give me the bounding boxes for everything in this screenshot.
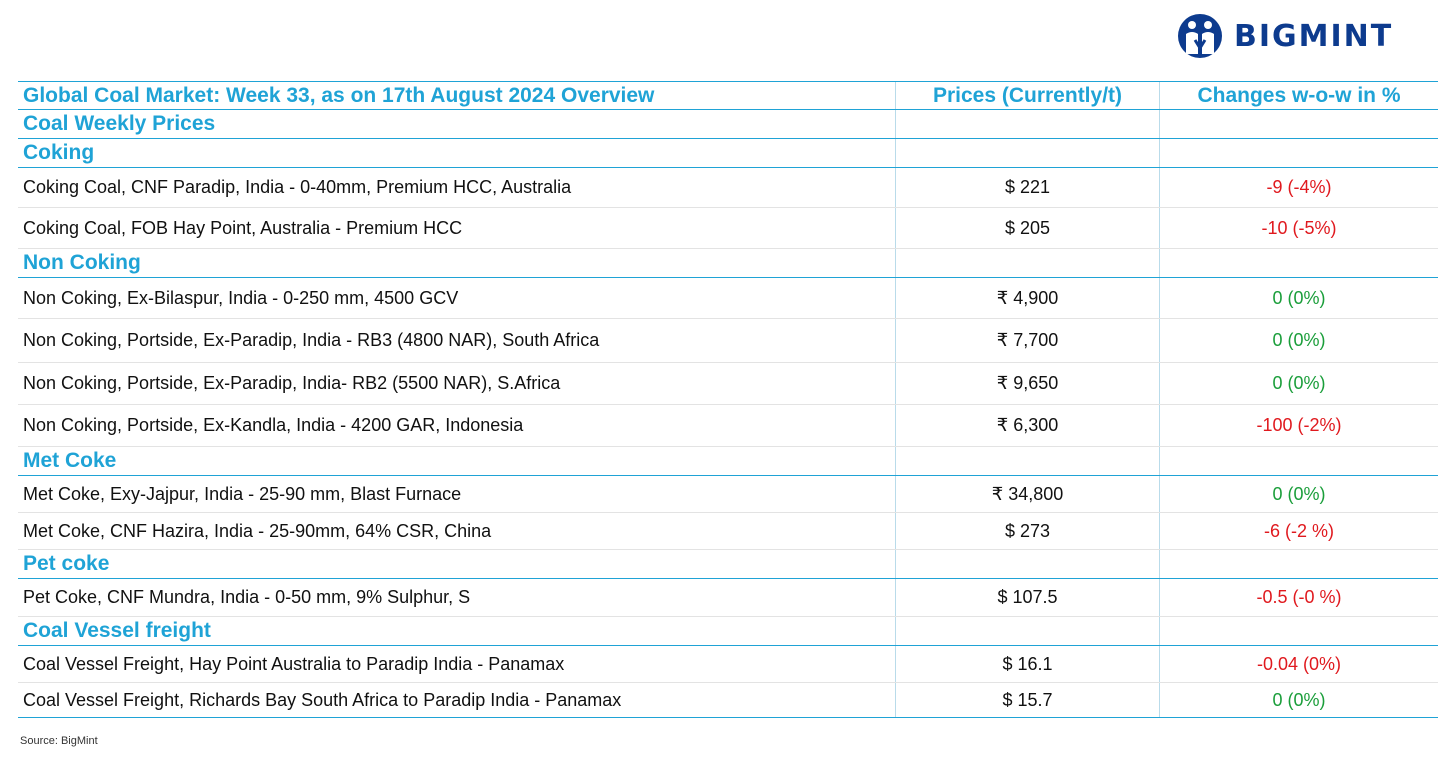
change-value: 0 (0%) xyxy=(1159,319,1438,362)
section-row: Met Coke xyxy=(18,447,1438,476)
section-change-cell xyxy=(1159,249,1438,277)
change-value: -10 (-5%) xyxy=(1159,208,1438,248)
price-value: ₹ 4,900 xyxy=(895,278,1159,318)
table-row: Coking Coal, FOB Hay Point, Australia - … xyxy=(18,208,1438,249)
section-price-cell xyxy=(895,139,1159,167)
price-value: ₹ 6,300 xyxy=(895,405,1159,446)
brand-logo: BIGMINT xyxy=(1176,10,1393,62)
commodity-name: Non Coking, Portside, Ex-Kandla, India -… xyxy=(23,415,524,435)
commodity-name: Non Coking, Portside, Ex-Paradip, India … xyxy=(23,330,600,350)
brand-name: BIGMINT xyxy=(1234,18,1394,54)
table-row: Met Coke, CNF Hazira, India - 25-90mm, 6… xyxy=(18,513,1438,550)
section-row: Coking xyxy=(18,139,1438,168)
price-value: ₹ 7,700 xyxy=(895,319,1159,362)
section-row: Pet coke xyxy=(18,550,1438,579)
table-row: Non Coking, Portside, Ex-Kandla, India -… xyxy=(18,405,1438,447)
section-price-cell xyxy=(895,110,1159,138)
section-row: Coal Weekly Prices xyxy=(18,110,1438,139)
price-value: $ 107.5 xyxy=(895,579,1159,616)
commodity-name: Met Coke, Exy-Jajpur, India - 25-90 mm, … xyxy=(23,483,462,504)
change-value: 0 (0%) xyxy=(1159,683,1438,717)
section-row: Non Coking xyxy=(18,249,1438,278)
section-row: Coal Vessel freight xyxy=(18,617,1438,646)
table-row: Pet Coke, CNF Mundra, India - 0-50 mm, 9… xyxy=(18,579,1438,617)
commodity-name: Met Coke, CNF Hazira, India - 25-90mm, 6… xyxy=(23,520,492,541)
section-change-cell xyxy=(1159,617,1438,645)
commodity-name: Coal Vessel Freight, Hay Point Australia… xyxy=(23,653,565,674)
change-value: 0 (0%) xyxy=(1159,363,1438,404)
section-label: Coal Weekly Prices xyxy=(23,112,216,135)
coal-price-table: Global Coal Market: Week 33, as on 17th … xyxy=(18,81,1438,718)
change-value: -100 (-2%) xyxy=(1159,405,1438,446)
section-price-cell xyxy=(895,550,1159,578)
table-row: Non Coking, Portside, Ex-Paradip, India … xyxy=(18,319,1438,363)
price-value: $ 15.7 xyxy=(895,683,1159,717)
section-change-cell xyxy=(1159,110,1438,138)
price-value: $ 205 xyxy=(895,208,1159,248)
change-value: 0 (0%) xyxy=(1159,278,1438,318)
change-value: -6 (-2 %) xyxy=(1159,513,1438,549)
section-change-cell xyxy=(1159,550,1438,578)
change-value: -9 (-4%) xyxy=(1159,168,1438,207)
price-column-header: Prices (Currently/t) xyxy=(895,82,1159,109)
price-value: ₹ 34,800 xyxy=(895,476,1159,512)
table-row: Coal Vessel Freight, Hay Point Australia… xyxy=(18,646,1438,683)
commodity-name: Coal Vessel Freight, Richards Bay South … xyxy=(23,689,622,710)
section-change-cell xyxy=(1159,139,1438,167)
price-value: $ 16.1 xyxy=(895,646,1159,682)
section-price-cell xyxy=(895,617,1159,645)
section-label: Non Coking xyxy=(23,251,141,274)
commodity-name: Coking Coal, CNF Paradip, India - 0-40mm… xyxy=(23,177,572,197)
price-value: $ 273 xyxy=(895,513,1159,549)
table-row: Non Coking, Portside, Ex-Paradip, India-… xyxy=(18,363,1438,405)
section-label: Pet coke xyxy=(23,552,110,575)
section-label: Met Coke xyxy=(23,449,117,472)
change-value: -0.5 (-0 %) xyxy=(1159,579,1438,616)
change-column-header: Changes w-o-w in % xyxy=(1159,82,1438,109)
table-body: Coal Weekly Prices Coking Coking Coal, CNF… xyxy=(18,110,1438,718)
table-header-row: Global Coal Market: Week 33, as on 17th … xyxy=(18,82,1438,110)
section-change-cell xyxy=(1159,447,1438,475)
price-value: $ 221 xyxy=(895,168,1159,207)
table-row: Coking Coal, CNF Paradip, India - 0-40mm… xyxy=(18,168,1438,208)
bigmint-people-icon xyxy=(1178,14,1222,58)
section-price-cell xyxy=(895,447,1159,475)
change-value: 0 (0%) xyxy=(1159,476,1438,512)
commodity-name: Non Coking, Portside, Ex-Paradip, India-… xyxy=(23,373,561,393)
commodity-name: Coking Coal, FOB Hay Point, Australia - … xyxy=(23,217,463,238)
commodity-name: Non Coking, Ex-Bilaspur, India - 0-250 m… xyxy=(23,287,459,308)
table-row: Coal Vessel Freight, Richards Bay South … xyxy=(18,683,1438,718)
section-label: Coking xyxy=(23,141,95,164)
section-price-cell xyxy=(895,249,1159,277)
section-label: Coal Vessel freight xyxy=(23,619,211,642)
change-value: -0.04 (0%) xyxy=(1159,646,1438,682)
table-title: Global Coal Market: Week 33, as on 17th … xyxy=(23,83,655,107)
table-row: Non Coking, Ex-Bilaspur, India - 0-250 m… xyxy=(18,278,1438,319)
commodity-name: Pet Coke, CNF Mundra, India - 0-50 mm, 9… xyxy=(23,587,471,607)
price-value: ₹ 9,650 xyxy=(895,363,1159,404)
table-row: Met Coke, Exy-Jajpur, India - 25-90 mm, … xyxy=(18,476,1438,513)
source-note: Source: BigMint xyxy=(20,735,98,747)
